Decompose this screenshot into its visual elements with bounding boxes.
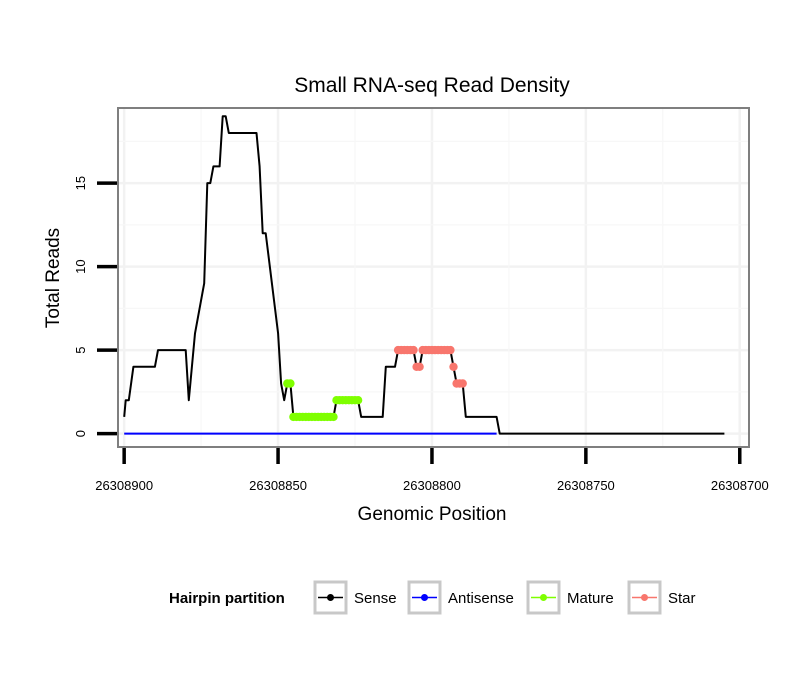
data-point-star (415, 362, 424, 371)
x-axis-label: Genomic Position (358, 504, 507, 525)
legend-entry-antisense: Antisense (407, 580, 514, 615)
legend-point-star (641, 594, 648, 601)
legend-label-sense: Sense (354, 590, 397, 607)
x-tick-label: 26308850 (249, 478, 307, 493)
data-point-star (409, 345, 418, 355)
y-tick-label: 10 (73, 259, 88, 273)
data-point-mature (286, 379, 295, 388)
legend-label-antisense: Antisense (448, 590, 514, 607)
legend-title: Hairpin partition (169, 590, 285, 607)
plot-panel (117, 107, 750, 448)
legend-label-mature: Mature (567, 590, 614, 607)
y-tick-label: 5 (73, 347, 88, 354)
axis-layer: 26308900 26308850 26308800 26308750 26308700… (73, 176, 769, 493)
x-tick-label: 26308700 (711, 478, 769, 493)
series-layer (123, 115, 725, 435)
data-point-star (458, 379, 467, 388)
legend-point-antisense (421, 594, 428, 601)
legend-point-sense (327, 594, 334, 601)
data-point-star (446, 345, 455, 355)
legend-point-mature (540, 594, 547, 601)
chart-title: Small RNA-seq Read Density (294, 74, 570, 97)
data-point-mature (329, 412, 338, 422)
legend-entry-sense: Sense (313, 580, 397, 615)
y-tick-label: 15 (73, 176, 88, 190)
legend: Hairpin partition Sense Antisense Mature… (169, 580, 696, 615)
y-axis-label: Total Reads (43, 228, 64, 328)
legend-entry-star: Star (627, 580, 696, 615)
x-tick-label: 26308800 (403, 478, 461, 493)
legend-entry-mature: Mature (526, 580, 614, 615)
x-tick-label: 26308900 (95, 478, 153, 493)
y-tick-label: 0 (73, 430, 88, 437)
x-tick-label: 26308750 (557, 478, 615, 493)
legend-label-star: Star (668, 590, 696, 607)
data-point-star (449, 362, 458, 371)
data-point-mature (353, 396, 363, 405)
